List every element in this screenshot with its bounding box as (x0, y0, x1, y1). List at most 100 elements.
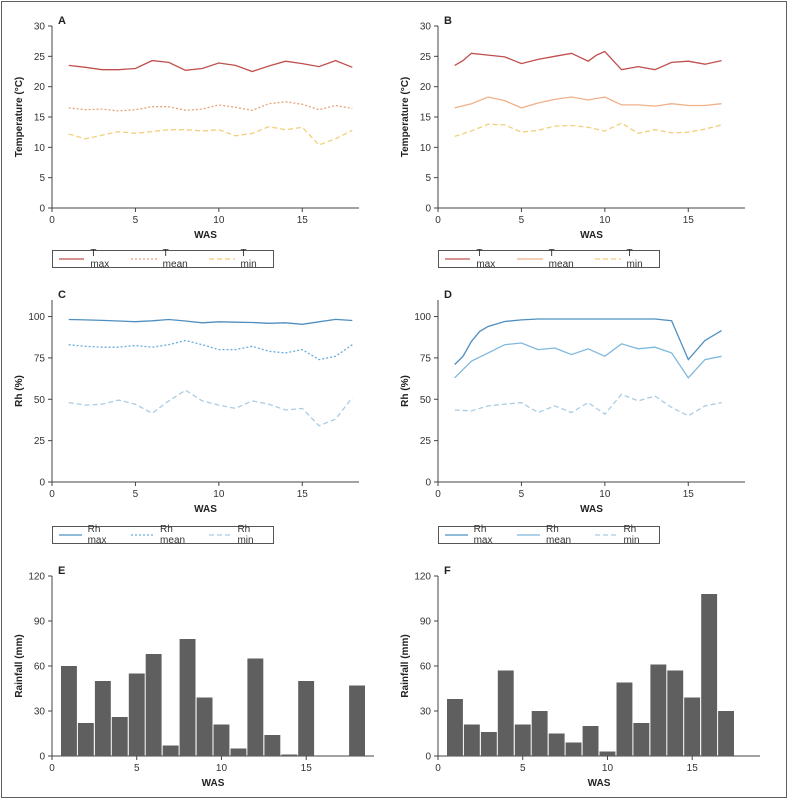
panel-a: A 0 5 10 15 20 25 30 0 5 10 15 WAS Temperature (°C) (0, 12, 379, 248)
x-tick-label: 15 (301, 763, 313, 774)
bar (145, 654, 162, 756)
series-line-rh-min (454, 393, 722, 417)
y-tick-label: 0 (425, 204, 431, 215)
x-tick-label: 5 (519, 215, 525, 226)
y-tick-label: 0 (39, 478, 45, 489)
legend-swatch (209, 258, 235, 260)
x-tick-label: 0 (49, 215, 55, 226)
series-line-rh-mean (454, 342, 722, 379)
panel-f: F 0 30 60 90 120 0 5 10 15 WAS Rainfall (mm) (386, 562, 780, 796)
x-tick-label: 10 (599, 215, 611, 226)
legend-item: Rh max (59, 524, 115, 546)
bar (480, 732, 497, 756)
x-tick-label: 15 (297, 489, 309, 500)
bar (684, 697, 701, 756)
legend-swatch (594, 534, 618, 536)
y-tick-label: 5 (39, 173, 45, 184)
legend-label: T max (476, 248, 496, 270)
legend-swatch (517, 258, 543, 260)
x-tick-label: 0 (49, 489, 55, 500)
panel-label: B (444, 15, 452, 27)
x-tick-label: 0 (435, 489, 441, 500)
panel-c: C 0 25 50 75 100 0 5 10 15 WAS Rh (%) (0, 286, 379, 522)
panel-b: B 0 5 10 15 20 25 30 0 5 10 15 WAS Temperature (°C) (386, 12, 765, 248)
legend-item: T max (445, 248, 501, 270)
bar (701, 594, 718, 756)
legend-label: Rh max (473, 524, 493, 546)
bar (281, 754, 298, 756)
series-line-t-max (454, 50, 722, 71)
x-tick-label: 10 (602, 763, 614, 774)
legend-label: T min (240, 248, 257, 270)
legend-label: T mean (162, 248, 188, 270)
bar (447, 699, 463, 756)
y-tick-label: 120 (28, 572, 45, 583)
legend-item: Rh min (594, 524, 649, 546)
bar (667, 670, 684, 756)
y-tick-label: 10 (420, 143, 432, 154)
bar (633, 723, 650, 756)
legend-swatch (59, 258, 85, 260)
bar (213, 724, 230, 756)
legend-item: T max (59, 248, 115, 270)
y-tick-label: 30 (420, 707, 432, 718)
bar (514, 724, 531, 756)
y-tick-label: 0 (39, 204, 45, 215)
y-tick-label: 25 (420, 436, 432, 447)
y-tick-label: 25 (420, 52, 432, 63)
legend-label: T max (90, 248, 110, 270)
legend-swatch (595, 258, 621, 260)
y-tick-label: 0 (425, 752, 431, 763)
bar (128, 673, 145, 756)
x-tick-label: 5 (520, 763, 526, 774)
y-tick-label: 25 (34, 436, 46, 447)
x-axis-label: WAS (194, 230, 217, 241)
panel-e: E 0 30 60 90 120 0 5 10 15 WAS Rainfall (mm) (0, 562, 394, 796)
panel-label: D (444, 289, 452, 301)
y-tick-label: 50 (34, 395, 46, 406)
series-line-t-min (68, 126, 353, 146)
bar (111, 717, 128, 756)
legend-item: T min (209, 248, 263, 270)
legend-item: T mean (517, 248, 579, 270)
bar (582, 726, 599, 756)
bar (162, 745, 179, 756)
y-tick-label: 30 (34, 707, 46, 718)
y-tick-label: 100 (28, 312, 45, 323)
bar (77, 723, 94, 756)
chart-d: D 0 25 50 75 100 0 5 10 15 WAS Rh (%) (400, 289, 745, 515)
x-tick-label: 5 (134, 763, 140, 774)
series-line-rh-mean (68, 339, 353, 361)
y-tick-label: 30 (34, 22, 46, 33)
panel-d: D 0 25 50 75 100 0 5 10 15 WAS Rh (%) (386, 286, 765, 522)
x-tick-label: 10 (213, 215, 225, 226)
chart-e: E 0 30 60 90 120 0 5 10 15 WAS Rainfall (mm) (14, 565, 374, 789)
legend-label: Rh max (87, 524, 107, 546)
x-tick-label: 15 (687, 763, 699, 774)
y-tick-label: 30 (420, 22, 432, 33)
x-axis-label: WAS (588, 778, 611, 789)
y-tick-label: 120 (414, 572, 431, 583)
panel-label: A (58, 15, 66, 27)
bar (463, 724, 480, 756)
series-line-rh-min (68, 389, 353, 427)
y-tick-label: 10 (34, 143, 46, 154)
bar (531, 711, 548, 756)
x-tick-label: 15 (683, 489, 695, 500)
series-line-t-mean (68, 101, 353, 112)
series-line-rh-max (454, 318, 722, 365)
bar (548, 733, 565, 756)
panel-label: C (58, 289, 66, 301)
x-tick-label: 5 (133, 489, 139, 500)
panel-label: F (444, 565, 451, 577)
legend-item: Rh max (445, 524, 501, 546)
legend-item: Rh min (208, 524, 263, 546)
bar (565, 742, 582, 756)
legend-label: Rh min (237, 524, 254, 546)
series-line-t-min (454, 122, 722, 138)
bar (616, 682, 633, 756)
y-tick-label: 90 (420, 617, 432, 628)
legend: Rh max Rh mean Rh min (438, 524, 660, 546)
legend-item: T min (595, 248, 649, 270)
